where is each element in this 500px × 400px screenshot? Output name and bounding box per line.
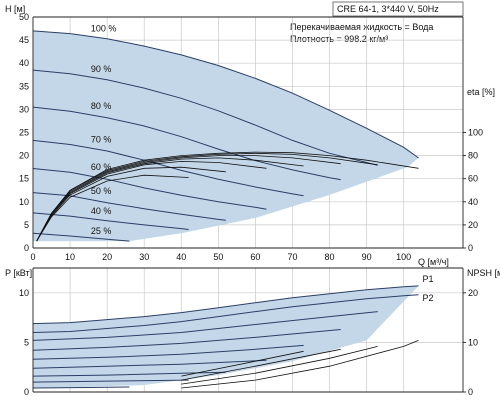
top-xtick-label: 40 bbox=[176, 252, 186, 262]
top-ytick-label: 20 bbox=[19, 151, 29, 161]
bottom-ytick-label: 0 bbox=[24, 387, 29, 397]
top-y2tick-label: 20 bbox=[468, 220, 478, 230]
power-curve-label: P1 bbox=[423, 274, 434, 284]
top-ylabel: H [м] bbox=[5, 4, 25, 14]
head-efficiency-plot: 100 % 90 % 80 % 70 % 60 % 50 % 40 % 25 % 0 5 10 15 2… bbox=[19, 12, 483, 262]
head-curve-label: 50 % bbox=[91, 186, 112, 196]
power-curve-label: P2 bbox=[423, 293, 434, 303]
efficiency-curve bbox=[36, 155, 341, 242]
power-curve bbox=[32, 344, 304, 360]
top-xlabel: Q [м³/ч] bbox=[418, 257, 449, 267]
top-xtick-label: 0 bbox=[30, 252, 35, 262]
npsh-curve bbox=[181, 350, 304, 377]
top-xtick-label: 100 bbox=[396, 252, 411, 262]
bottom-y2tick-label: 10 bbox=[468, 337, 478, 347]
power-curve bbox=[32, 329, 341, 351]
top-xtick-label: 50 bbox=[213, 252, 223, 262]
top-ytick-label: 40 bbox=[19, 58, 29, 68]
head-curve-40 bbox=[32, 212, 189, 230]
efficiency-curve bbox=[36, 152, 378, 242]
head-curve-25 bbox=[32, 232, 130, 242]
head-curve-70 bbox=[32, 139, 304, 197]
top-ytick-label: 50 bbox=[19, 12, 29, 22]
head-curve-label: 80 % bbox=[91, 101, 112, 111]
top-ytick-label: 5 bbox=[24, 220, 29, 230]
top-xtick-label: 20 bbox=[102, 252, 112, 262]
npsh-curve bbox=[181, 346, 378, 385]
bottom-y2label: NPSH [м] bbox=[467, 268, 500, 278]
head-curve-label: 90 % bbox=[91, 64, 112, 74]
top-xtick-label: 80 bbox=[325, 252, 335, 262]
bottom-y2tick-label: 20 bbox=[468, 288, 478, 298]
head-curve-50 bbox=[32, 192, 226, 221]
top-y2tick-label: 100 bbox=[468, 128, 483, 138]
power-curve bbox=[32, 285, 419, 325]
power-curve bbox=[32, 379, 189, 383]
power-curve bbox=[32, 294, 419, 333]
top-y2tick-label: 0 bbox=[468, 243, 473, 253]
head-curve-label: 60 % bbox=[91, 162, 112, 172]
efficiency-curve bbox=[36, 157, 304, 242]
power-curve bbox=[32, 311, 378, 341]
head-curve-label: 25 % bbox=[91, 226, 112, 236]
power-curve bbox=[32, 371, 226, 377]
head-curve-label: 100 % bbox=[91, 24, 117, 34]
top-y2tick-label: 60 bbox=[468, 174, 478, 184]
top-xtick-label: 10 bbox=[65, 252, 75, 262]
head-curve-80 bbox=[32, 106, 341, 181]
top-y2label: eta [%] bbox=[467, 87, 495, 97]
efficiency-curve bbox=[36, 160, 267, 242]
power-curve bbox=[32, 386, 130, 389]
efficiency-curve bbox=[36, 174, 189, 242]
head-curve-100 bbox=[32, 30, 419, 159]
top-xtick-label: 90 bbox=[362, 252, 372, 262]
top-y2tick-label: 40 bbox=[468, 197, 478, 207]
bottom-y2tick-label: 0 bbox=[468, 387, 473, 397]
head-curve-60 bbox=[32, 168, 267, 210]
top-ytick-label: 30 bbox=[19, 104, 29, 114]
head-curve-label: 70 % bbox=[91, 135, 112, 145]
top-xtick-label: 30 bbox=[139, 252, 149, 262]
top-ytick-label: 15 bbox=[19, 174, 29, 184]
model-info-box bbox=[332, 1, 464, 17]
bottom-ytick-label: 5 bbox=[24, 337, 29, 347]
head-curve-90 bbox=[32, 69, 378, 166]
top-ytick-label: 25 bbox=[19, 128, 29, 138]
power-npsh-plot: P1 P2 0 5 10 0 10 20 bbox=[19, 267, 478, 397]
bottom-ytick-label: 10 bbox=[19, 288, 29, 298]
bottom-ylabel: P [кВт] bbox=[5, 268, 32, 278]
operating-area bbox=[33, 30, 419, 242]
top-ytick-label: 10 bbox=[19, 197, 29, 207]
top-xtick-label: 70 bbox=[287, 252, 297, 262]
power-curve bbox=[32, 359, 267, 369]
density-label: Плотность = 998.2 кг/м³ bbox=[290, 34, 388, 44]
top-ytick-label: 0 bbox=[24, 243, 29, 253]
top-ytick-label: 45 bbox=[19, 35, 29, 45]
top-ytick-label: 35 bbox=[19, 81, 29, 91]
npsh-curve bbox=[181, 348, 341, 381]
efficiency-curve bbox=[36, 166, 226, 242]
head-curve-label: 40 % bbox=[91, 206, 112, 216]
fluid-label: Перекачиваемая жидкость = Вода bbox=[290, 22, 433, 32]
npsh-curve bbox=[181, 340, 419, 389]
top-xtick-label: 60 bbox=[250, 252, 260, 262]
top-y2tick-label: 80 bbox=[468, 151, 478, 161]
power-area bbox=[33, 285, 419, 389]
model-info: CRE 64-1, 3*440 V, 50Hz bbox=[337, 4, 439, 14]
